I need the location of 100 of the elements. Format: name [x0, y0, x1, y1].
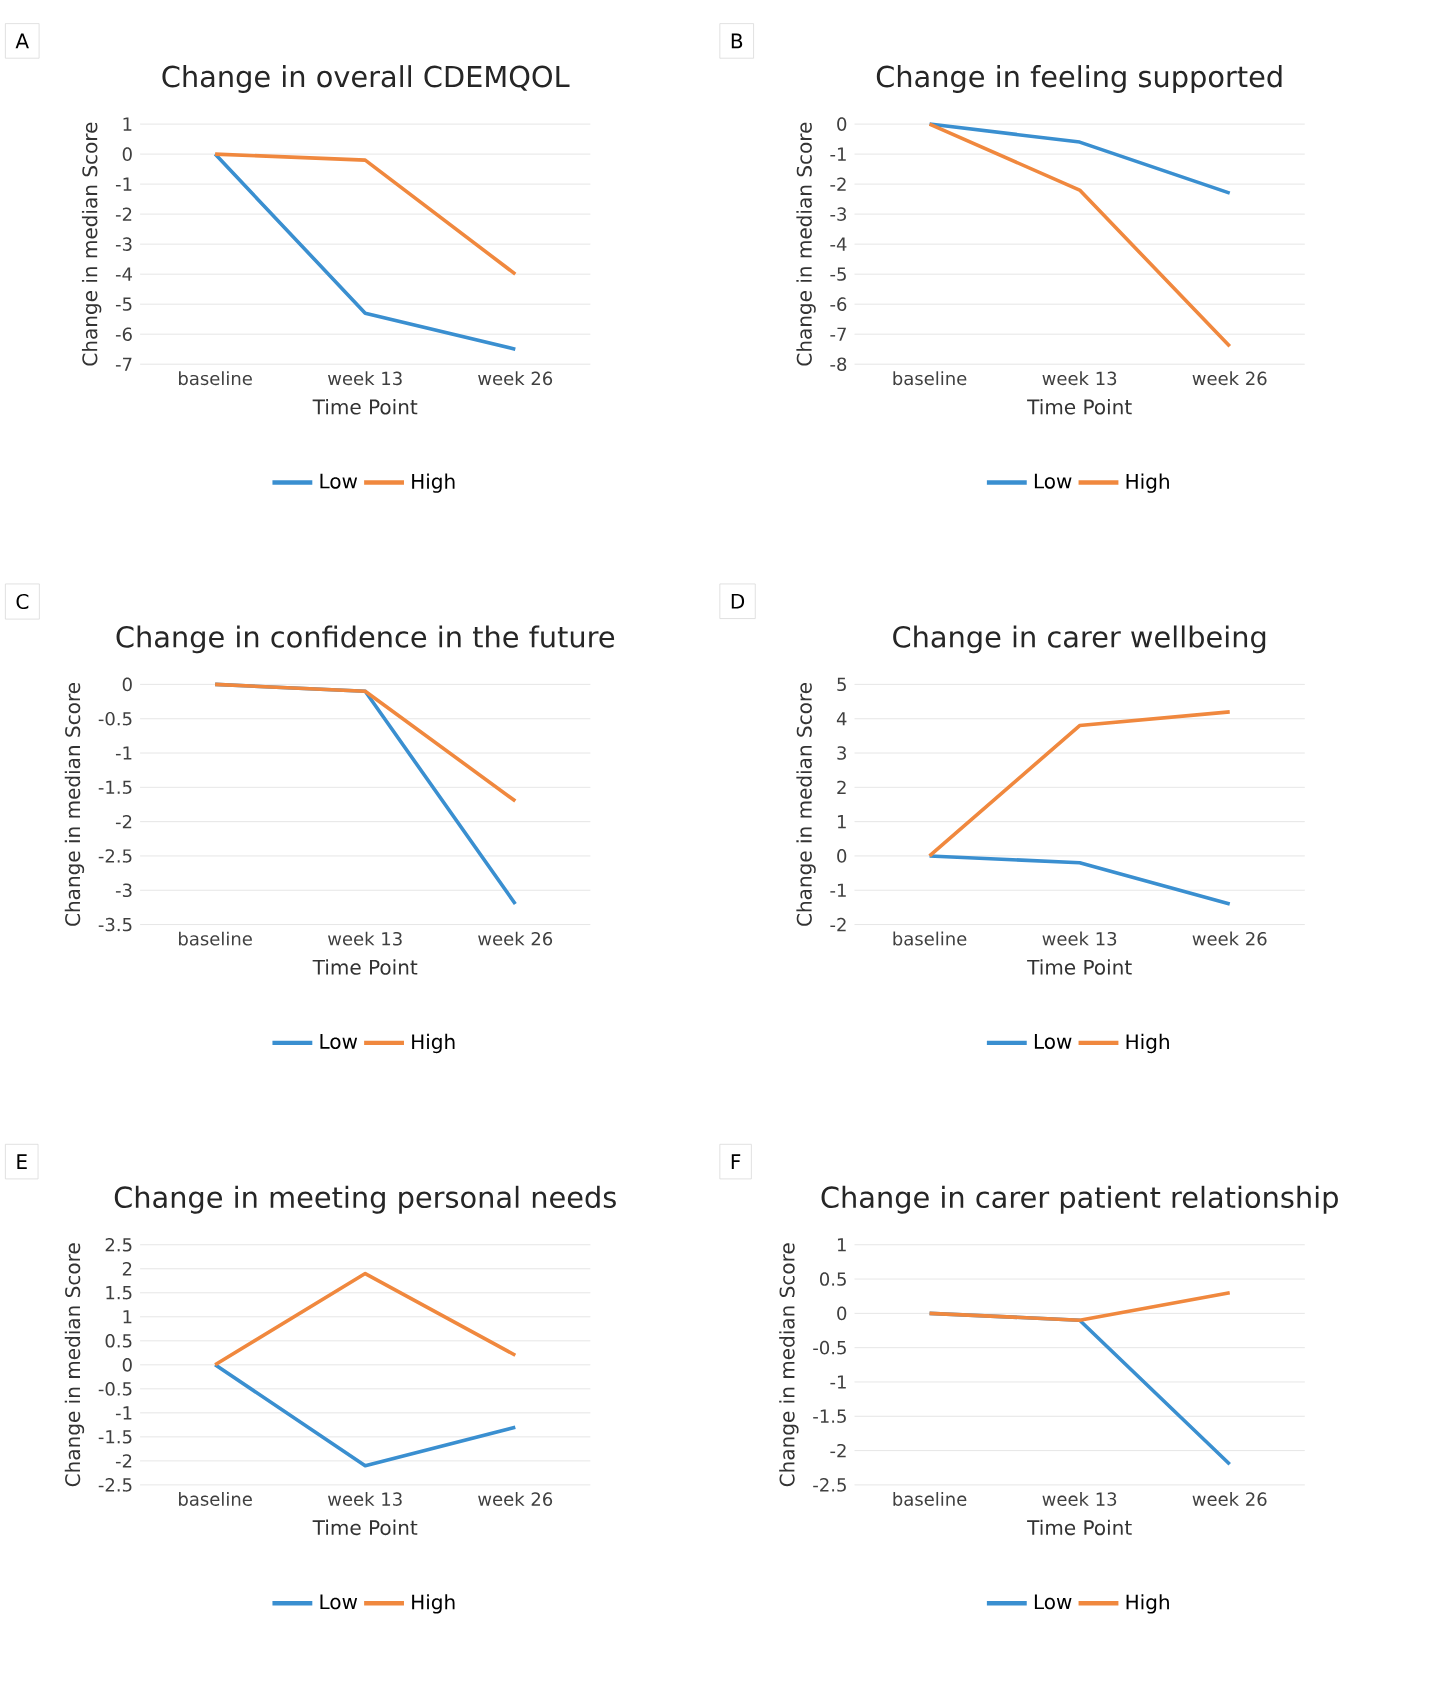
y-tick-label: -1 — [116, 1406, 132, 1420]
legend-label: High — [412, 1033, 455, 1054]
y-tick-label: -5 — [830, 267, 846, 281]
y-tick-label: -6 — [116, 327, 132, 341]
y-tick-label: 0.5 — [105, 1334, 132, 1348]
y-tick-label: -0.5 — [813, 1340, 846, 1355]
y-tick-label: -1 — [116, 746, 132, 760]
y-tick-label: 1.5 — [106, 1286, 132, 1300]
x-tick-label: week 26 — [1192, 1491, 1267, 1506]
y-tick-label: -4 — [116, 267, 133, 281]
y-tick-label: -2 — [830, 917, 846, 932]
chart-title: Change in overall CDEMQOL — [162, 65, 570, 93]
legend-label: High — [1126, 1033, 1169, 1054]
y-axis-title: Change in median Score — [64, 1243, 85, 1487]
y-tick-label: 1 — [838, 815, 846, 829]
y-tick-label: 2 — [837, 780, 846, 795]
legend-label: Low — [320, 1034, 358, 1049]
y-axis-title: Change in median Score — [779, 1243, 799, 1487]
y-tick-label: -1 — [830, 883, 846, 897]
x-tick-label: baseline — [893, 371, 967, 386]
x-axis-title: Time Point — [312, 398, 418, 415]
x-axis-title: Time Point — [312, 1519, 418, 1536]
y-tick-label: -1.5 — [813, 1409, 846, 1423]
legend-label: Low — [1035, 1594, 1072, 1610]
chart-title: Change in confidence in the future — [116, 625, 615, 654]
text: E — [17, 1154, 27, 1169]
legend-label: Low — [1035, 1034, 1072, 1049]
text: D — [731, 593, 745, 609]
y-tick-label: -1.5 — [98, 780, 132, 795]
y-tick-label: -4 — [830, 237, 847, 251]
y-tick-label: -3 — [830, 207, 847, 221]
y-tick-label: -0.5 — [98, 711, 132, 726]
y-tick-label: -1 — [830, 147, 846, 161]
text: F — [731, 1154, 741, 1169]
legend-label: High — [412, 473, 455, 493]
legend-label: Low — [1035, 473, 1072, 489]
y-tick-label: -2.5 — [98, 849, 132, 863]
x-axis-title: Time Point — [1027, 1519, 1132, 1536]
x-axis-title: Time Point — [1027, 398, 1132, 415]
y-tick-label: 2 — [122, 1262, 132, 1276]
y-tick-label: 0 — [837, 117, 847, 131]
chart-title: Change in carer wellbeing — [893, 625, 1266, 654]
text: B — [731, 33, 743, 49]
x-tick-label: week 26 — [1192, 931, 1267, 946]
y-tick-label: -3 — [116, 237, 132, 251]
y-tick-label: 0 — [122, 1358, 132, 1372]
y-axis-title: Change in median Score — [796, 682, 816, 926]
chart-title: Change in meeting personal needs — [114, 1185, 616, 1214]
y-tick-label: 0 — [837, 849, 847, 863]
chart-title: Change in carer patient relationship — [821, 1185, 1338, 1214]
x-tick-label: baseline — [893, 931, 967, 946]
x-tick-label: week 13 — [1042, 1491, 1117, 1506]
y-tick-label: -2 — [830, 1443, 846, 1458]
y-tick-label: -2.5 — [813, 1478, 846, 1492]
legend-label: High — [1126, 473, 1169, 493]
x-tick-label: week 26 — [478, 1491, 553, 1506]
chart-title: Change in feeling supported — [876, 65, 1282, 93]
legend-label: High — [1126, 1594, 1169, 1614]
x-tick-label: baseline — [893, 1491, 967, 1506]
y-axis-title: Change in median Score — [64, 682, 85, 926]
y-tick-label: -3 — [116, 883, 132, 898]
x-tick-label: week 26 — [1192, 371, 1267, 386]
y-tick-label: -6 — [830, 297, 847, 311]
x-tick-label: week 26 — [478, 371, 553, 386]
y-axis-title: Change in median Score — [82, 122, 102, 366]
y-tick-label: -8 — [830, 357, 847, 372]
y-tick-label: 4 — [836, 712, 847, 726]
y-tick-label: 0 — [122, 147, 132, 161]
legend-label: Low — [320, 473, 358, 489]
y-tick-label: -3.5 — [98, 917, 132, 932]
y-tick-label: -1 — [116, 177, 132, 191]
y-tick-label: -7 — [116, 357, 132, 371]
y-tick-label: 2.5 — [105, 1237, 132, 1252]
y-tick-label: 1 — [123, 1310, 132, 1324]
x-axis-title: Time Point — [312, 959, 418, 975]
y-axis-title: Change in median Score — [796, 122, 816, 366]
y-tick-label: -5 — [116, 297, 132, 311]
text: C — [16, 593, 29, 610]
y-tick-label: -1 — [830, 1375, 846, 1389]
x-tick-label: baseline — [179, 931, 252, 946]
legend-label: High — [412, 1594, 455, 1614]
x-axis-title: Time Point — [1027, 959, 1132, 975]
y-tick-label: -2 — [116, 1454, 132, 1468]
x-tick-label: week 13 — [1042, 371, 1117, 386]
y-tick-label: -0.5 — [98, 1382, 132, 1396]
y-tick-label: 1 — [123, 117, 132, 131]
x-tick-label: baseline — [179, 1491, 252, 1506]
x-tick-label: week 13 — [328, 931, 402, 946]
y-tick-label: -2 — [830, 177, 846, 191]
y-tick-label: -2.5 — [98, 1478, 132, 1492]
y-tick-label: 3 — [837, 746, 847, 760]
y-tick-label: 1 — [838, 1238, 846, 1252]
y-tick-label: -2 — [116, 814, 132, 829]
legend-label: Low — [320, 1594, 358, 1610]
x-tick-label: week 26 — [478, 931, 553, 946]
x-tick-label: week 13 — [328, 371, 402, 386]
y-tick-label: 0.5 — [820, 1272, 846, 1286]
y-tick-label: 5 — [837, 677, 846, 692]
y-tick-label: -1.5 — [98, 1430, 132, 1444]
y-tick-label: -2 — [116, 207, 132, 221]
